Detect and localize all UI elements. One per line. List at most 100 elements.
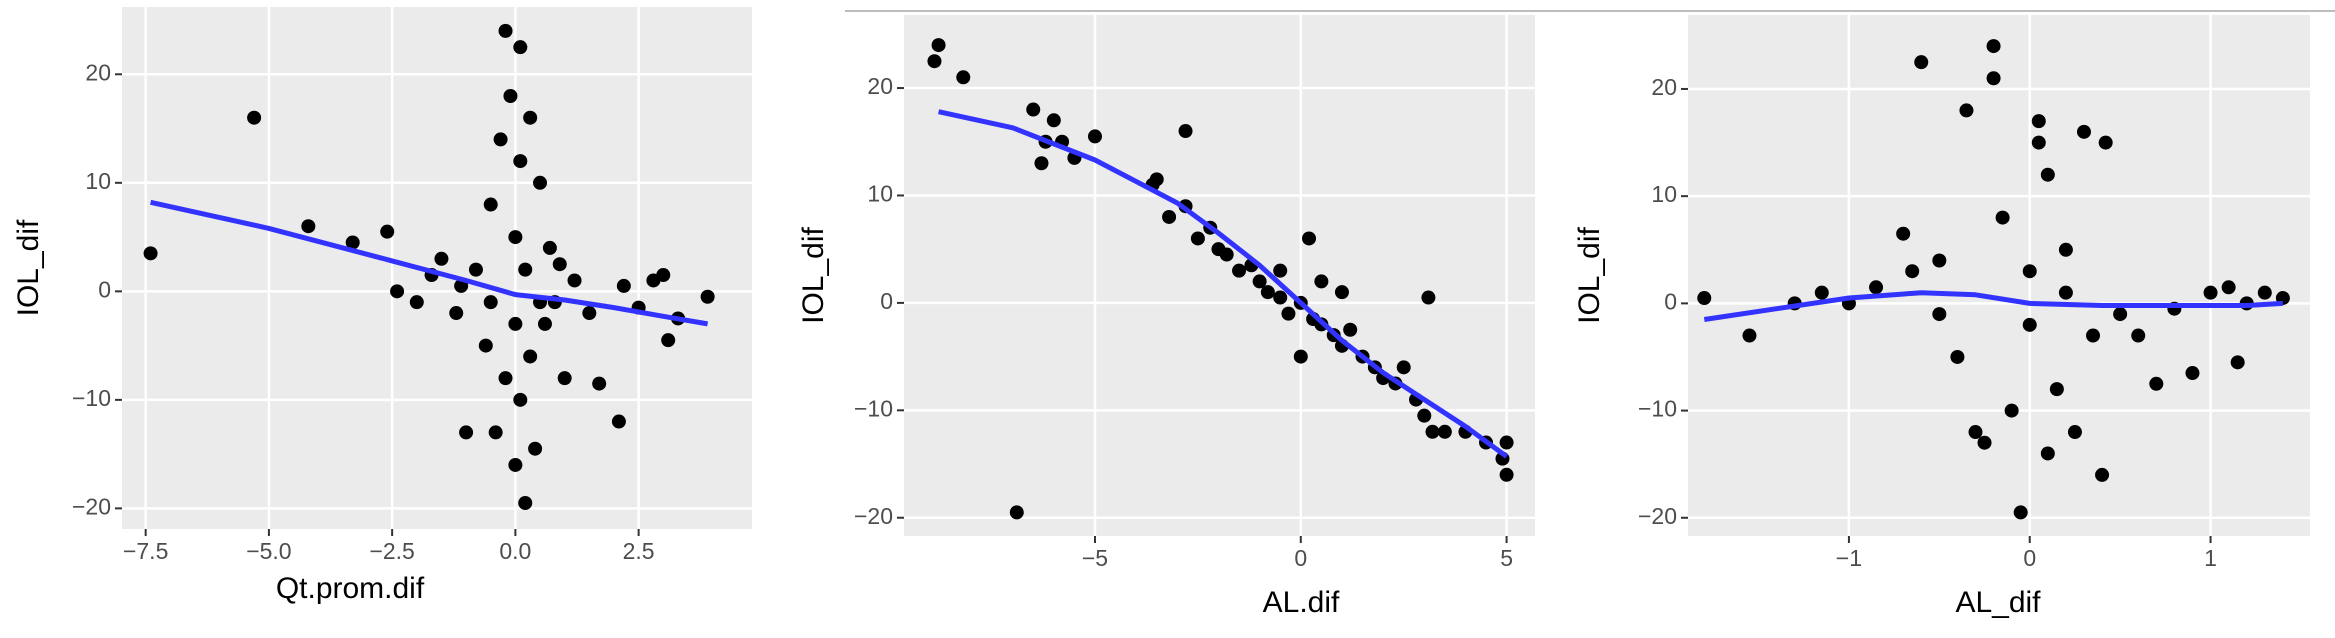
point [301, 219, 316, 234]
point [2221, 280, 2236, 295]
point [483, 295, 498, 310]
point [1232, 263, 1247, 278]
panel: −7.5 −5.0 −2.5 0.0 2.5 −20 −10 0 10 20 Qt.prom.dif… [12, 7, 752, 605]
point [2031, 114, 2046, 129]
point [528, 441, 543, 456]
point [1162, 209, 1177, 224]
point [508, 316, 523, 331]
point [1293, 349, 1308, 364]
point [1499, 467, 1514, 482]
point [2031, 135, 2046, 150]
point [1814, 285, 1829, 300]
point [1425, 424, 1440, 439]
point [927, 54, 942, 69]
point [508, 230, 523, 245]
point [493, 132, 508, 147]
point [1273, 263, 1288, 278]
point [2013, 505, 2028, 520]
point [1281, 306, 1296, 321]
panel: −5 0 5 −20 −10 0 10 20 AL.dif IOL_dif [797, 15, 1535, 619]
point [931, 38, 946, 53]
point [1343, 322, 1358, 337]
point [1178, 124, 1193, 139]
point [345, 235, 360, 250]
point [2022, 264, 2037, 279]
point [2040, 167, 2055, 182]
point [513, 392, 528, 407]
y-tick-label: 0 [880, 288, 893, 314]
plot-background [1688, 15, 2310, 536]
smooth-line [938, 109, 1509, 459]
point [1869, 280, 1884, 295]
x-tick-label: 0 [1294, 545, 1307, 571]
point [409, 295, 424, 310]
point [1421, 290, 1436, 305]
x-tick-label: −7.5 [123, 538, 168, 564]
point [1190, 231, 1205, 246]
point [2098, 135, 2113, 150]
point [1995, 210, 2010, 225]
point [508, 457, 523, 472]
point [1977, 435, 1992, 450]
point [2058, 285, 2073, 300]
point [488, 425, 503, 440]
point [1046, 113, 1061, 128]
point [2067, 425, 2082, 440]
point [1905, 264, 1920, 279]
point [533, 175, 548, 190]
x-tick-label: 0.0 [499, 538, 531, 564]
point [2040, 446, 2055, 461]
point [478, 338, 493, 353]
y-tick-label: −10 [1638, 396, 1677, 422]
point [2076, 124, 2091, 139]
point [1149, 172, 1164, 187]
plot-background [904, 15, 1535, 536]
point [523, 110, 538, 125]
point [661, 333, 676, 348]
point [247, 110, 262, 125]
point [143, 246, 158, 261]
point [1968, 425, 1983, 440]
y-tick-label: −20 [1638, 503, 1677, 529]
point [498, 23, 513, 38]
point [1314, 274, 1329, 289]
point [1252, 274, 1267, 289]
point [1087, 129, 1102, 144]
point [2022, 317, 2037, 332]
point [1273, 290, 1288, 305]
point [523, 349, 538, 364]
point [956, 70, 971, 85]
point [2086, 328, 2101, 343]
x-tick-label: 1 [2204, 545, 2217, 571]
point [390, 284, 405, 299]
x-tick-label: 5 [1500, 545, 1513, 571]
point [449, 306, 464, 321]
plot-background [122, 7, 752, 529]
y-axis-title: IOL_dif [1573, 226, 1606, 323]
point [483, 197, 498, 212]
y-tick-label: 10 [85, 168, 111, 194]
point [1437, 424, 1452, 439]
point [1334, 285, 1349, 300]
y-tick-label: 20 [85, 59, 111, 85]
x-tick-label: −5 [1082, 545, 1108, 571]
point [1914, 55, 1929, 70]
point [2230, 355, 2245, 370]
x-tick-label: 2.5 [623, 538, 655, 564]
point [582, 306, 597, 321]
point [2257, 285, 2272, 300]
point [2185, 366, 2200, 381]
point [2131, 328, 2146, 343]
y-tick-label: −10 [72, 385, 111, 411]
point [1302, 231, 1317, 246]
point [2095, 467, 2110, 482]
point [498, 371, 513, 386]
point [2113, 307, 2128, 322]
y-tick-label: 20 [1651, 74, 1677, 100]
point [2149, 376, 2164, 391]
point [518, 495, 533, 510]
point [1950, 349, 1965, 364]
point [518, 262, 533, 277]
point [1396, 360, 1411, 375]
